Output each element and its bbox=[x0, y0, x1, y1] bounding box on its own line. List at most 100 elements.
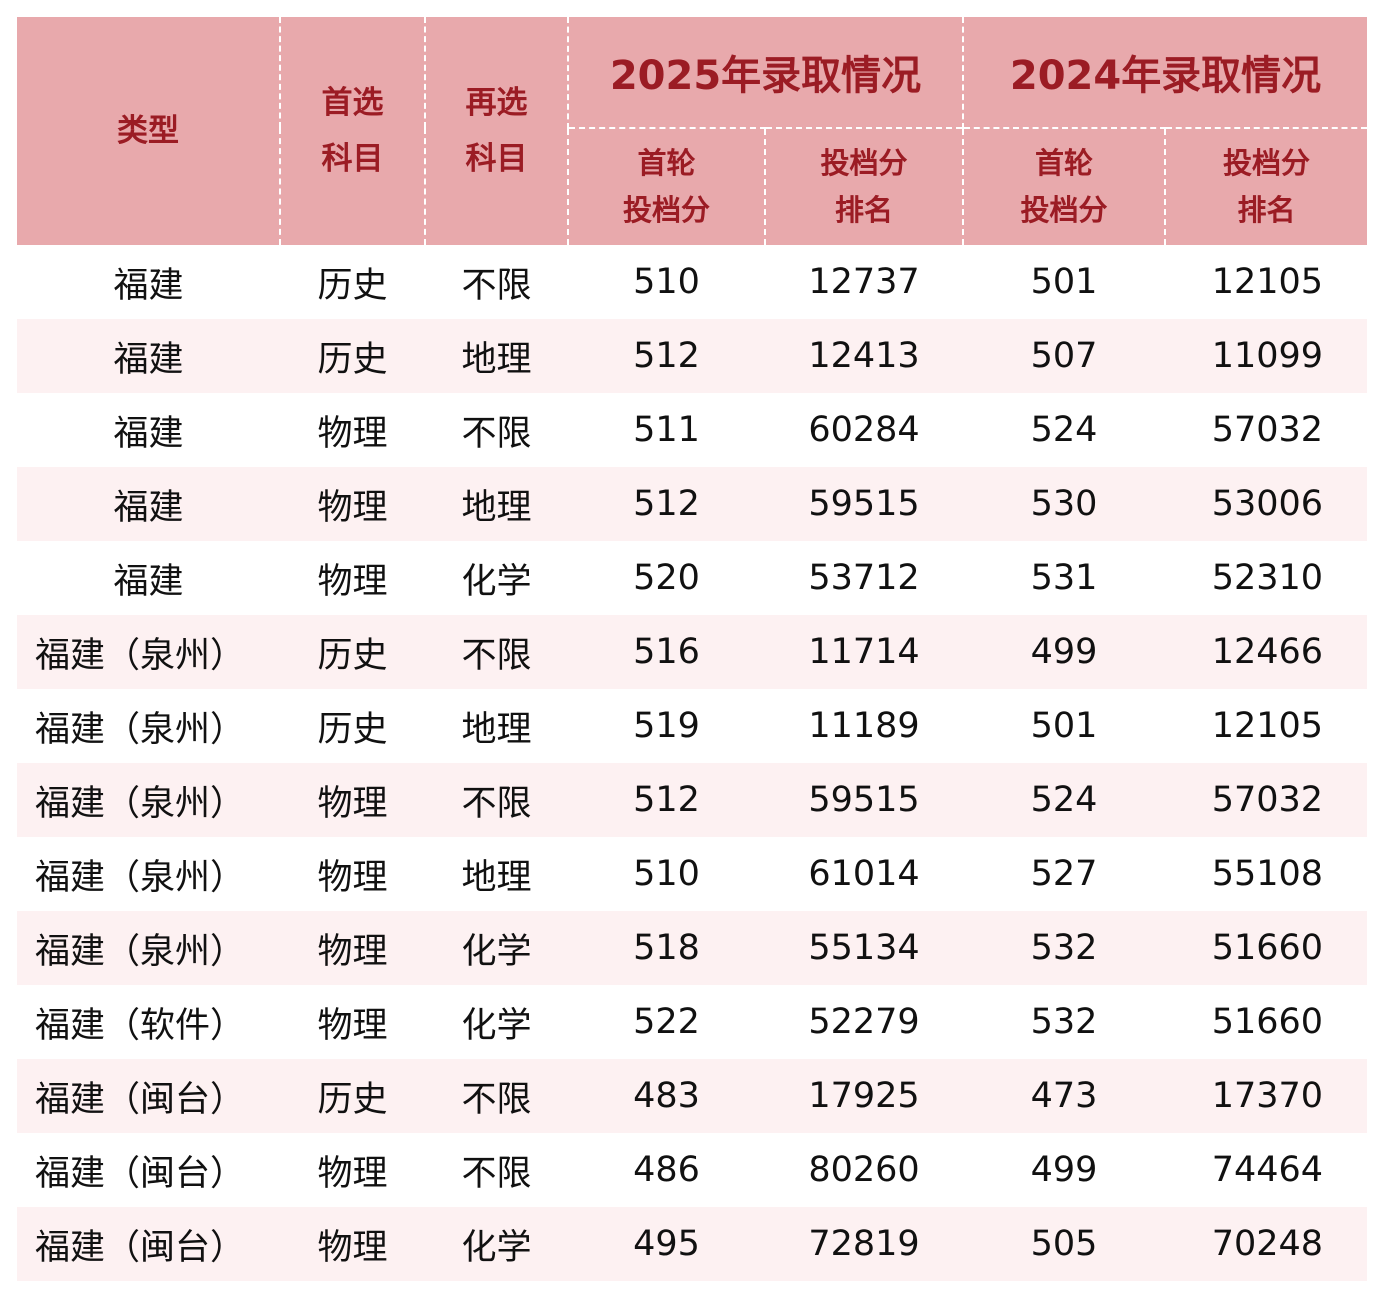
cell-type: 福建（闽台） bbox=[17, 1059, 280, 1133]
cell-2024-rank: 12466 bbox=[1165, 615, 1368, 689]
cell-2024-rank: 57032 bbox=[1165, 393, 1368, 467]
cell-second-subject: 不限 bbox=[425, 245, 568, 319]
cell-type: 福建（泉州） bbox=[17, 615, 280, 689]
cell-2024-score: 524 bbox=[963, 763, 1166, 837]
header-2025-score-rank: 投档分 排名 bbox=[763, 127, 964, 245]
cell-second-subject: 不限 bbox=[425, 393, 568, 467]
cell-first-subject: 物理 bbox=[280, 1133, 425, 1207]
cell-2025-score: 518 bbox=[568, 911, 765, 985]
cell-2024-score: 499 bbox=[963, 615, 1166, 689]
cell-2025-score: 486 bbox=[568, 1133, 765, 1207]
cell-2024-score: 473 bbox=[963, 1059, 1166, 1133]
cell-first-subject: 历史 bbox=[280, 245, 425, 319]
cell-first-subject: 物理 bbox=[280, 911, 425, 985]
table-row: 福建 物理 化学 520 53712 531 52310 bbox=[17, 541, 1368, 615]
cell-2025-rank: 72819 bbox=[765, 1207, 964, 1281]
cell-2025-rank: 59515 bbox=[765, 763, 964, 837]
cell-first-subject: 物理 bbox=[280, 837, 425, 911]
cell-2024-score: 530 bbox=[963, 467, 1166, 541]
cell-type: 福建（泉州） bbox=[17, 837, 280, 911]
cell-2024-rank: 55108 bbox=[1165, 837, 1368, 911]
cell-2024-rank: 53006 bbox=[1165, 467, 1368, 541]
cell-type: 福建（泉州） bbox=[17, 689, 280, 763]
cell-2024-score: 505 bbox=[963, 1207, 1166, 1281]
cell-type: 福建（泉州） bbox=[17, 763, 280, 837]
cell-first-subject: 历史 bbox=[280, 615, 425, 689]
cell-2024-score: 527 bbox=[963, 837, 1166, 911]
cell-first-subject: 物理 bbox=[280, 985, 425, 1059]
cell-second-subject: 地理 bbox=[425, 837, 568, 911]
cell-2025-score: 520 bbox=[568, 541, 765, 615]
cell-second-subject: 化学 bbox=[425, 541, 568, 615]
cell-2024-rank: 17370 bbox=[1165, 1059, 1368, 1133]
table-row: 福建（软件） 物理 化学 522 52279 532 51660 bbox=[17, 985, 1368, 1059]
cell-2024-rank: 51660 bbox=[1165, 985, 1368, 1059]
cell-2025-rank: 12413 bbox=[765, 319, 964, 393]
cell-2024-rank: 51660 bbox=[1165, 911, 1368, 985]
cell-2025-score: 522 bbox=[568, 985, 765, 1059]
cell-second-subject: 不限 bbox=[425, 615, 568, 689]
table-row: 福建 物理 不限 511 60284 524 57032 bbox=[17, 393, 1368, 467]
cell-2025-rank: 52279 bbox=[765, 985, 964, 1059]
admission-scores-table: 类型 首选 科目 再选 科目 2025年录取情况 2024年录取情况 首轮 投档分 投… bbox=[17, 17, 1368, 1281]
table-body: 福建 历史 不限 510 12737 501 12105 福建 历史 地理 51… bbox=[17, 245, 1368, 1281]
cell-2024-score: 532 bbox=[963, 911, 1166, 985]
cell-2024-score: 507 bbox=[963, 319, 1166, 393]
cell-2025-rank: 60284 bbox=[765, 393, 964, 467]
cell-2025-score: 516 bbox=[568, 615, 765, 689]
cell-type: 福建 bbox=[17, 467, 280, 541]
cell-2025-score: 511 bbox=[568, 393, 765, 467]
cell-2024-score: 501 bbox=[963, 245, 1166, 319]
cell-2025-rank: 80260 bbox=[765, 1133, 964, 1207]
cell-2024-score: 532 bbox=[963, 985, 1166, 1059]
cell-2025-rank: 11189 bbox=[765, 689, 964, 763]
cell-2025-score: 512 bbox=[568, 467, 765, 541]
cell-second-subject: 地理 bbox=[425, 319, 568, 393]
cell-second-subject: 地理 bbox=[425, 467, 568, 541]
table-header: 类型 首选 科目 再选 科目 2025年录取情况 2024年录取情况 首轮 投档分 投… bbox=[17, 17, 1368, 245]
cell-2024-rank: 12105 bbox=[1165, 245, 1368, 319]
cell-type: 福建 bbox=[17, 541, 280, 615]
cell-2024-rank: 11099 bbox=[1165, 319, 1368, 393]
header-2024-score-rank: 投档分 排名 bbox=[1164, 127, 1368, 245]
cell-2025-score: 519 bbox=[568, 689, 765, 763]
cell-2025-rank: 17925 bbox=[765, 1059, 964, 1133]
table-row: 福建（泉州） 历史 不限 516 11714 499 12466 bbox=[17, 615, 1368, 689]
table-row: 福建（泉州） 物理 不限 512 59515 524 57032 bbox=[17, 763, 1368, 837]
cell-2024-score: 524 bbox=[963, 393, 1166, 467]
table-row: 福建 物理 地理 512 59515 530 53006 bbox=[17, 467, 1368, 541]
table-row: 福建（泉州） 历史 地理 519 11189 501 12105 bbox=[17, 689, 1368, 763]
cell-2025-rank: 53712 bbox=[765, 541, 964, 615]
cell-type: 福建（闽台） bbox=[17, 1133, 280, 1207]
cell-type: 福建 bbox=[17, 319, 280, 393]
cell-second-subject: 不限 bbox=[425, 763, 568, 837]
header-year-2024: 2024年录取情况 bbox=[962, 17, 1368, 128]
cell-first-subject: 历史 bbox=[280, 689, 425, 763]
cell-2024-rank: 57032 bbox=[1165, 763, 1368, 837]
cell-second-subject: 不限 bbox=[425, 1059, 568, 1133]
table-row: 福建（闽台） 物理 化学 495 72819 505 70248 bbox=[17, 1207, 1368, 1281]
cell-second-subject: 化学 bbox=[425, 1207, 568, 1281]
cell-2025-score: 510 bbox=[568, 245, 765, 319]
cell-type: 福建（闽台） bbox=[17, 1207, 280, 1281]
cell-2024-score: 531 bbox=[963, 541, 1166, 615]
header-type: 类型 bbox=[17, 17, 280, 245]
table-row: 福建（泉州） 物理 化学 518 55134 532 51660 bbox=[17, 911, 1368, 985]
cell-2025-score: 510 bbox=[568, 837, 765, 911]
cell-2024-score: 501 bbox=[963, 689, 1166, 763]
cell-2025-rank: 55134 bbox=[765, 911, 964, 985]
table-row: 福建（闽台） 物理 不限 486 80260 499 74464 bbox=[17, 1133, 1368, 1207]
cell-2025-rank: 12737 bbox=[765, 245, 964, 319]
cell-second-subject: 地理 bbox=[425, 689, 568, 763]
cell-2024-rank: 52310 bbox=[1165, 541, 1368, 615]
cell-type: 福建 bbox=[17, 245, 280, 319]
cell-first-subject: 物理 bbox=[280, 467, 425, 541]
cell-2025-rank: 61014 bbox=[765, 837, 964, 911]
table-row: 福建（泉州） 物理 地理 510 61014 527 55108 bbox=[17, 837, 1368, 911]
table-row: 福建（闽台） 历史 不限 483 17925 473 17370 bbox=[17, 1059, 1368, 1133]
admission-table-container: 类型 首选 科目 再选 科目 2025年录取情况 2024年录取情况 首轮 投档分 投… bbox=[17, 17, 1368, 1281]
cell-2025-score: 512 bbox=[568, 763, 765, 837]
cell-second-subject: 化学 bbox=[425, 985, 568, 1059]
cell-2025-rank: 11714 bbox=[765, 615, 964, 689]
table-row: 福建 历史 不限 510 12737 501 12105 bbox=[17, 245, 1368, 319]
